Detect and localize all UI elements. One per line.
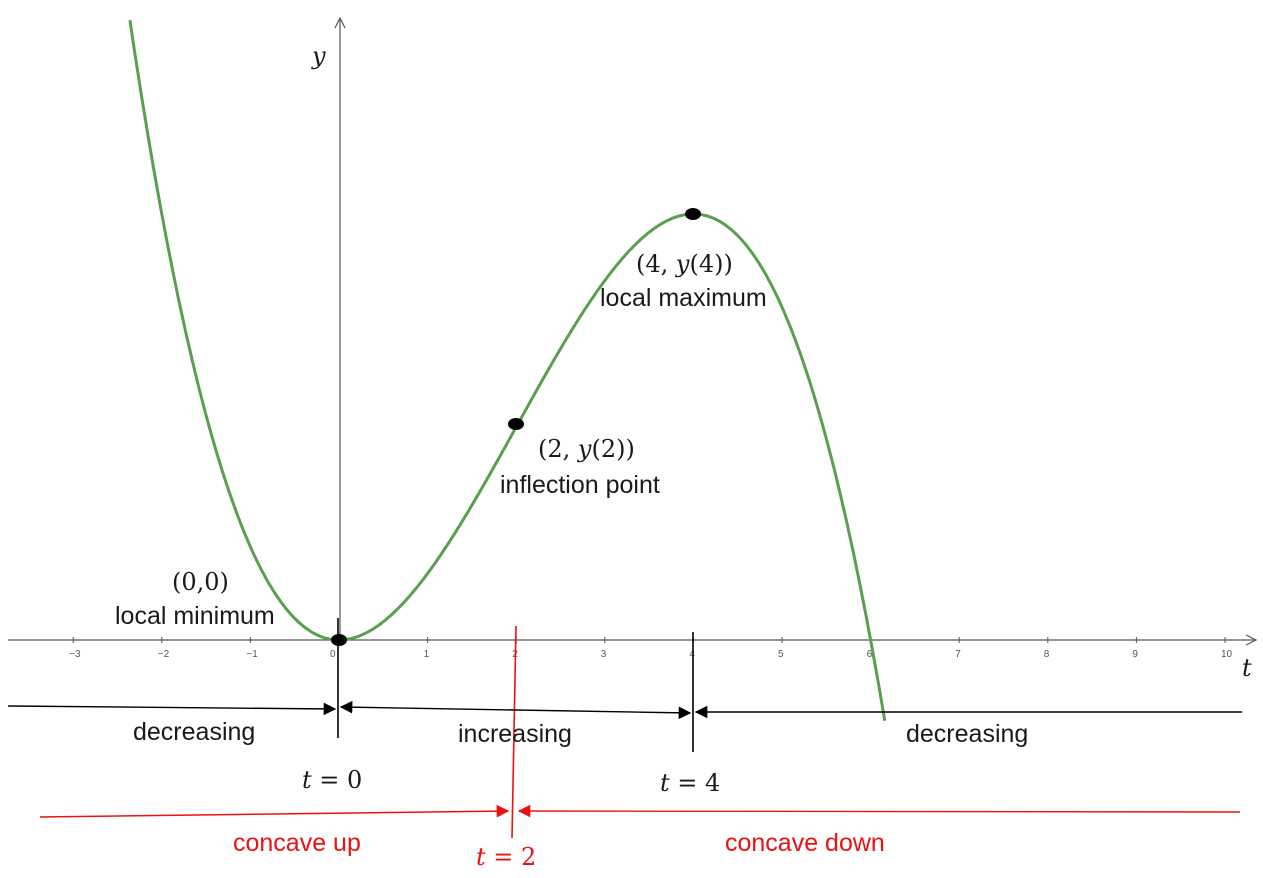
max-coord-prefix: (4,: [636, 250, 676, 278]
max-coord-label: (4, y(4)): [636, 250, 733, 278]
point-local-maximum: [685, 208, 701, 220]
x-tick-label: −1: [246, 649, 258, 660]
max-coord-fn: y: [675, 250, 690, 278]
x-tick-label: 7: [955, 649, 961, 660]
inflection-coord-label: (2, y(2)): [538, 435, 635, 463]
x-tick-label: −3: [69, 649, 81, 660]
point-local-minimum: [331, 634, 347, 646]
concave-up-arrow: [40, 811, 508, 817]
x-tick-label: −2: [158, 649, 170, 660]
x-tick-label: 5: [778, 649, 784, 660]
increasing-label: increasing: [458, 720, 572, 748]
min-desc-label: local minimum: [115, 602, 275, 630]
increasing-arrow: [341, 707, 690, 713]
min-coord-label: (0,0): [172, 568, 229, 596]
concave-up-label: concave up: [233, 829, 361, 857]
concave-down-label: concave down: [725, 829, 885, 857]
y-axis-label: y: [311, 42, 326, 70]
decreasing-right-label: decreasing: [906, 720, 1028, 748]
decreasing-left-arrow: [8, 706, 335, 709]
x-tick-label: 1: [424, 649, 430, 660]
max-coord-arg: (4)): [689, 250, 732, 278]
x-tick-label: 8: [1044, 649, 1050, 660]
concave-down-arrow: [519, 811, 1240, 812]
point-inflection: [508, 418, 524, 430]
t2-label: t = 2: [476, 843, 536, 871]
x-tick-label: 10: [1221, 649, 1233, 660]
x-tick-label: 3: [601, 649, 607, 660]
decreasing-left-label: decreasing: [133, 718, 255, 746]
x-tick-label: 9: [1132, 649, 1138, 660]
t4-label: t = 4: [660, 769, 720, 797]
x-tick-label: 0: [330, 649, 336, 660]
max-desc-label: local maximum: [600, 284, 767, 312]
inflection-coord-fn: y: [577, 435, 592, 463]
x-axis-label: t: [1242, 654, 1252, 682]
inflection-desc-label: inflection point: [500, 471, 660, 499]
t0-label: t = 0: [302, 766, 362, 794]
inflection-coord-arg: (2)): [591, 435, 634, 463]
inflection-coord-prefix: (2,: [538, 435, 578, 463]
